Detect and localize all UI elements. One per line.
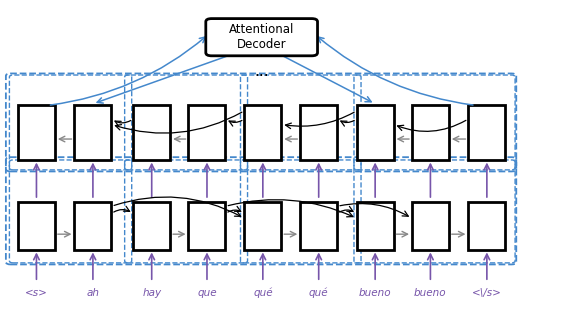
Text: <\/s>: <\/s> xyxy=(472,288,502,298)
FancyBboxPatch shape xyxy=(74,105,112,160)
Text: ...: ... xyxy=(255,64,269,79)
FancyBboxPatch shape xyxy=(356,202,394,250)
FancyBboxPatch shape xyxy=(245,105,281,160)
FancyBboxPatch shape xyxy=(300,105,338,160)
FancyBboxPatch shape xyxy=(18,202,55,250)
Text: qué: qué xyxy=(309,287,329,298)
FancyBboxPatch shape xyxy=(18,105,55,160)
Text: que: que xyxy=(197,288,217,298)
FancyBboxPatch shape xyxy=(206,19,318,56)
FancyBboxPatch shape xyxy=(188,105,225,160)
FancyBboxPatch shape xyxy=(133,202,171,250)
FancyBboxPatch shape xyxy=(412,105,449,160)
FancyBboxPatch shape xyxy=(74,202,112,250)
FancyBboxPatch shape xyxy=(300,202,338,250)
Text: <s>: <s> xyxy=(25,288,48,298)
Text: qué: qué xyxy=(253,287,273,298)
Text: Attentional
Decoder: Attentional Decoder xyxy=(229,23,295,51)
FancyBboxPatch shape xyxy=(468,202,505,250)
FancyBboxPatch shape xyxy=(468,105,505,160)
Text: hay: hay xyxy=(142,288,161,298)
Text: bueno: bueno xyxy=(359,288,392,298)
FancyBboxPatch shape xyxy=(245,202,281,250)
FancyBboxPatch shape xyxy=(356,105,394,160)
Text: bueno: bueno xyxy=(414,288,447,298)
FancyBboxPatch shape xyxy=(188,202,225,250)
FancyBboxPatch shape xyxy=(412,202,449,250)
FancyBboxPatch shape xyxy=(133,105,171,160)
Text: ah: ah xyxy=(86,288,99,298)
